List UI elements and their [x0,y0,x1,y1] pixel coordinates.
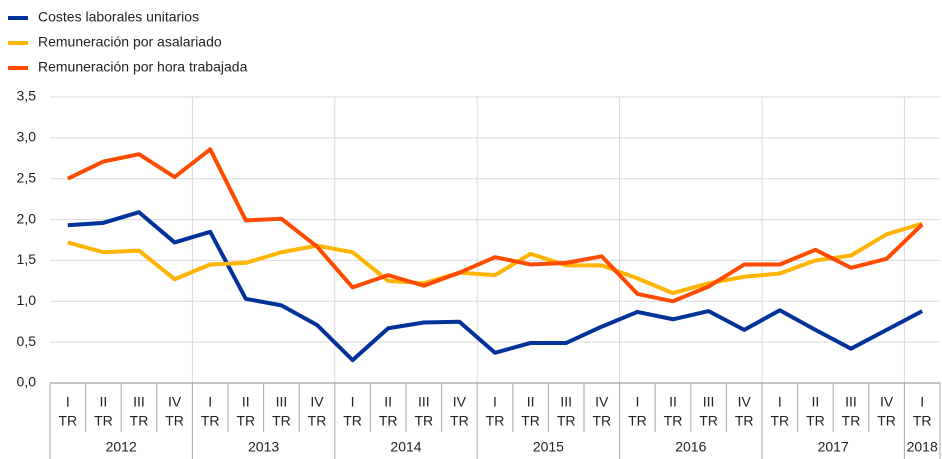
x-tick-label: III [703,394,715,410]
x-tick-label: III [560,394,572,410]
y-tick-label: 1,0 [17,292,37,308]
x-group-label: 2013 [248,439,279,455]
x-tick-label: II [527,394,535,410]
x-tick-sublabel: TR [308,413,327,429]
x-tick-label: III [845,394,857,410]
x-tick-sublabel: TR [130,413,149,429]
x-tick-sublabel: TR [414,413,433,429]
x-tick-label: I [493,394,497,410]
x-tick-sublabel: TR [343,413,362,429]
x-tick-label: IV [310,394,324,410]
legend-label: Remuneración por asalariado [38,34,222,50]
y-tick-label: 3,5 [17,88,37,104]
x-tick-sublabel: TR [806,413,825,429]
x-tick-label: II [242,394,250,410]
x-tick-sublabel: TR [699,413,718,429]
x-tick-label: II [669,394,677,410]
x-tick-sublabel: TR [628,413,647,429]
x-tick-label: IV [738,394,752,410]
x-group-label: 2012 [106,439,137,455]
x-tick-label: I [66,394,70,410]
x-tick-label: II [100,394,108,410]
x-tick-sublabel: TR [557,413,576,429]
x-tick-label: I [635,394,639,410]
y-tick-label: 3,0 [17,129,37,145]
x-tick-label: II [812,394,820,410]
x-tick-sublabel: TR [201,413,220,429]
x-tick-label: I [920,394,924,410]
line-series [67,210,924,363]
x-tick-sublabel: TR [877,413,896,429]
x-group-label: 2018 [907,439,938,455]
x-tick-sublabel: TR [770,413,789,429]
x-tick-label: I [208,394,212,410]
x-tick-sublabel: TR [450,413,469,429]
x-tick-sublabel: TR [379,413,398,429]
x-tick-sublabel: TR [842,413,861,429]
x-tick-sublabel: TR [521,413,540,429]
y-tick-label: 2,5 [17,169,37,185]
legend-label: Remuneración por hora trabajada [38,59,248,75]
line-series [66,147,924,304]
x-tick-label: I [351,394,355,410]
x-tick-label: III [418,394,430,410]
x-tick-sublabel: TR [58,413,77,429]
x-tick-label: III [276,394,288,410]
y-tick-label: 0,0 [17,374,37,390]
x-group-label: 2015 [533,439,564,455]
x-group-label: 2016 [675,439,706,455]
x-tick-label: III [133,394,145,410]
line-series [67,221,923,296]
x-group-label: 2017 [818,439,849,455]
x-tick-sublabel: TR [236,413,255,429]
x-tick-sublabel: TR [272,413,291,429]
x-tick-sublabel: TR [165,413,184,429]
x-tick-label: II [384,394,392,410]
x-tick-label: IV [168,394,182,410]
x-tick-sublabel: TR [664,413,683,429]
y-tick-label: 0,5 [17,333,37,349]
x-tick-sublabel: TR [592,413,611,429]
x-tick-label: IV [453,394,467,410]
x-tick-sublabel: TR [486,413,505,429]
y-tick-label: 1,5 [17,251,37,267]
x-tick-sublabel: TR [94,413,113,429]
x-tick-sublabel: TR [913,413,932,429]
y-tick-label: 2,0 [17,210,37,226]
x-tick-label: IV [595,394,609,410]
x-tick-label: I [778,394,782,410]
x-tick-label: IV [880,394,894,410]
legend-label: Costes laborales unitarios [38,9,199,25]
x-group-label: 2014 [390,439,421,455]
x-tick-sublabel: TR [735,413,754,429]
